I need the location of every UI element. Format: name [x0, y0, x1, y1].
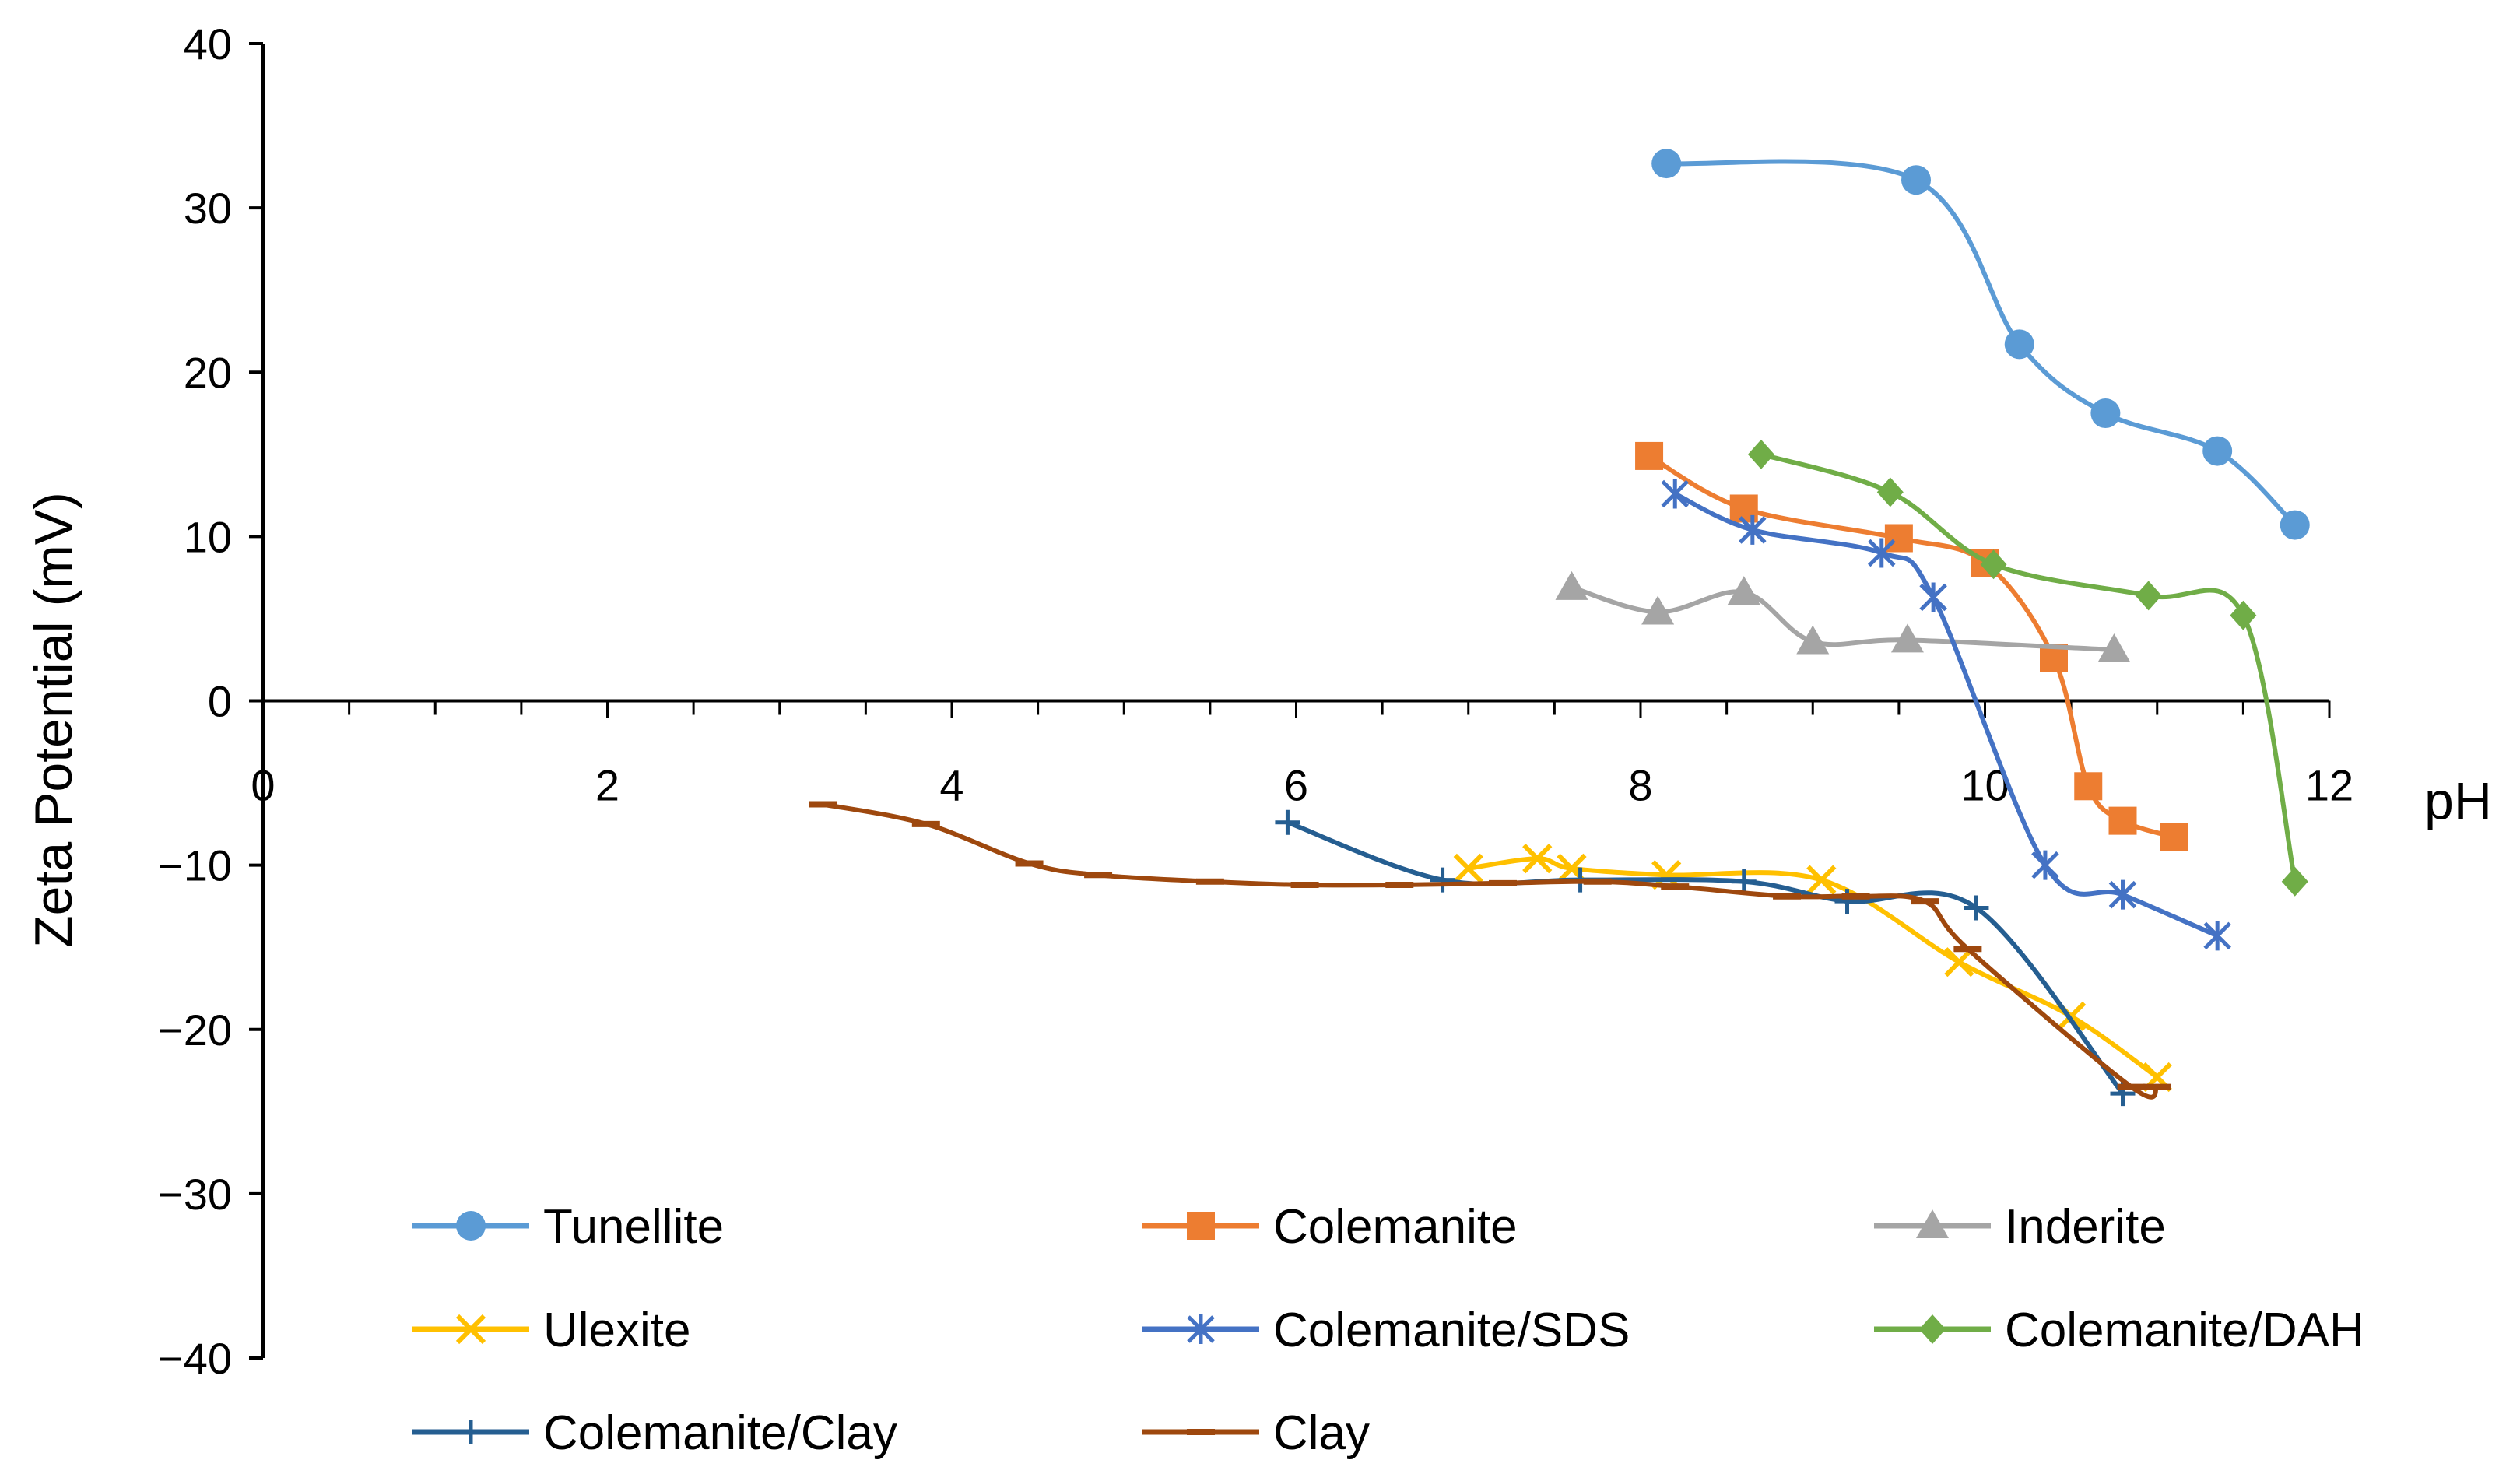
data-point-colemanite-clay [1731, 869, 1757, 894]
series-layer [809, 149, 2310, 1107]
data-point-colemanite-sds [1867, 538, 1896, 568]
series-colemanite-sds [1661, 479, 2231, 951]
data-point-colemanite-sds [2031, 850, 2059, 880]
data-point-ulexite [1453, 853, 1483, 883]
data-point-inderite [1555, 570, 1588, 600]
data-point-ulexite [1806, 865, 1837, 895]
x-tick-label: 4 [939, 761, 963, 810]
data-point-colemanite-clay [1964, 895, 1989, 921]
y-tick-label: −40 [158, 1334, 232, 1383]
series-line-colemanite-dah [1758, 451, 2297, 884]
data-point-colemanite-dah [1980, 549, 2007, 580]
x-tick-label: 8 [1628, 761, 1652, 810]
legend-swatch-marker [455, 1314, 486, 1345]
series-line-colemanite-sds [1672, 491, 2220, 939]
legend-item-colemanite: Colemanite [1142, 1200, 1518, 1254]
series-colemanite-dah [1747, 439, 2308, 897]
data-point-colemanite [1635, 441, 1664, 470]
x-axis-title: pH [2424, 772, 2492, 831]
data-point-colemanite-sds [1919, 582, 1947, 612]
legend-item-colemanite-clay: Colemanite/Clay [412, 1406, 897, 1460]
x-tick-label: 6 [1284, 761, 1308, 810]
series-line-colemanite-clay [1285, 819, 2125, 1097]
data-point-colemanite-dah [2230, 600, 2257, 630]
y-tick-label: −20 [158, 1005, 232, 1055]
legend-swatch-marker [1919, 1314, 1946, 1344]
data-point-ulexite [1944, 947, 1974, 977]
legend-label: Colemanite [1273, 1200, 1518, 1254]
legend-swatch-marker [1187, 1314, 1215, 1344]
legend-item-clay: Clay [1142, 1406, 1370, 1460]
data-point-inderite [1641, 595, 1675, 625]
legend: Tunellite Colemanite Inderite Ulexite Colema… [412, 1200, 2364, 1460]
legend-label: Colemanite/Clay [543, 1406, 897, 1460]
series-tunellite [1651, 149, 2310, 540]
data-point-colemanite [2160, 823, 2188, 851]
data-point-colemanite-dah [2135, 581, 2162, 611]
series-inderite [1555, 570, 2131, 663]
legend-swatch-marker [1187, 1212, 1215, 1240]
data-point-tunellite [2280, 510, 2310, 540]
data-point-colemanite-clay [1430, 867, 1455, 893]
data-point-tunellite [2202, 436, 2233, 466]
data-point-ulexite [1522, 844, 1553, 874]
data-point-tunellite [1901, 165, 1931, 195]
data-point-tunellite [2004, 329, 2034, 360]
data-point-colemanite [2108, 806, 2137, 835]
x-tick-label: 0 [251, 761, 275, 810]
data-point-colemanite-dah [2281, 866, 2308, 897]
data-point-colemanite-sds [2203, 921, 2231, 951]
legend-swatch-marker [456, 1211, 486, 1241]
legend-label: Inderite [2005, 1200, 2166, 1254]
data-point-colemanite-clay [1275, 809, 1300, 835]
y-tick-label: 40 [184, 19, 232, 68]
x-tick-label: 2 [595, 761, 619, 810]
legend-swatch-marker [1916, 1209, 1949, 1238]
data-point-colemanite-clay [1834, 889, 1860, 914]
data-point-colemanite-sds [1739, 514, 1767, 545]
series-clay [809, 801, 2171, 1100]
series-line-clay [820, 802, 2160, 1100]
legend-item-ulexite: Ulexite [412, 1304, 691, 1357]
legend-label: Clay [1273, 1406, 1370, 1460]
data-point-inderite [1890, 623, 1924, 653]
data-point-colemanite [2074, 772, 2103, 801]
data-point-inderite [1796, 625, 1830, 655]
legend-label: Colemanite/DAH [2005, 1304, 2364, 1357]
series-line-tunellite [1664, 159, 2297, 528]
data-point-tunellite [1651, 149, 1682, 179]
data-point-colemanite-sds [1661, 479, 1690, 509]
x-tick-label: 12 [2305, 761, 2353, 810]
data-point-tunellite [2090, 398, 2121, 429]
y-tick-label: −10 [158, 841, 232, 890]
legend-swatch-marker [458, 1420, 483, 1444]
legend-label: Colemanite/SDS [1273, 1304, 1630, 1357]
data-point-colemanite-sds [2108, 879, 2137, 910]
y-tick-label: −30 [158, 1170, 232, 1219]
legend-item-inderite: Inderite [1874, 1200, 2166, 1254]
legend-label: Ulexite [543, 1304, 691, 1357]
data-point-colemanite-dah [1747, 439, 1774, 469]
y-axis-title: Zeta Potential (mV) [24, 492, 83, 948]
series-line-ulexite [1465, 856, 2160, 1079]
series-colemanite-clay [1275, 809, 2136, 1107]
y-tick-label: 30 [184, 184, 232, 233]
legend-label: Tunellite [543, 1200, 724, 1254]
y-tick-label: 10 [184, 512, 232, 561]
y-tick-label: 20 [184, 348, 232, 397]
data-point-inderite [1727, 576, 1760, 605]
legend-item-tunellite: Tunellite [412, 1200, 724, 1254]
legend-item-colemanite-dah: Colemanite/DAH [1874, 1304, 2364, 1357]
data-point-colemanite-dah [1876, 477, 1904, 507]
y-tick-label: 0 [208, 677, 232, 726]
legend-item-colemanite-sds: Colemanite/SDS [1142, 1304, 1630, 1357]
data-point-inderite [2097, 633, 2131, 663]
